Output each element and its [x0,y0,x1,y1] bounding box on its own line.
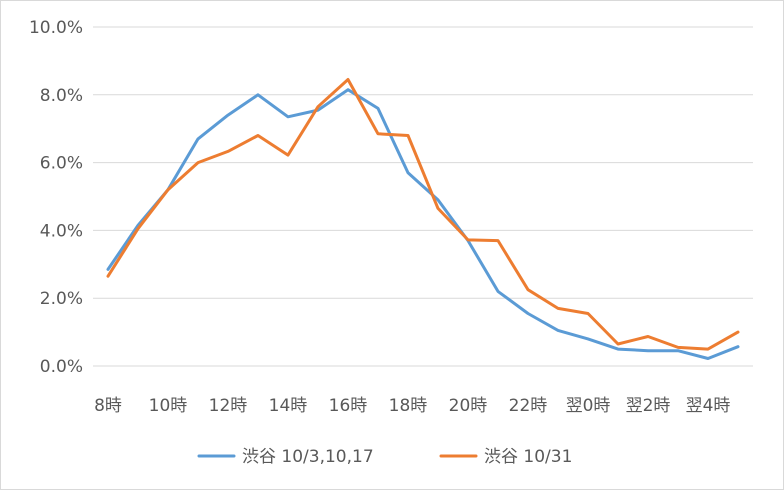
x-tick-label: 22時 [509,396,548,416]
series-lines [106,78,740,360]
series-line-0 [106,88,740,360]
y-tick-label: 0.0% [40,357,83,377]
x-tick-label: 20時 [449,396,488,416]
legend: 渋谷 10/3,10,17 渋谷 10/31 [197,447,572,467]
x-tick-label: 18時 [389,396,428,416]
x-tick-label: 12時 [209,396,248,416]
y-tick-label: 6.0% [40,154,83,174]
gridlines [93,26,753,367]
y-axis-tick-labels: 0.0% 2.0% 4.0% 6.0% 8.0% 10.0% [29,18,83,377]
x-tick-label: 8時 [94,396,122,416]
series-line-1 [106,78,740,351]
x-axis-tick-labels: 8時 10時 12時 14時 16時 18時 20時 22時 翌0時 翌2時 翌4時 [94,396,730,416]
x-tick-label: 14時 [269,396,308,416]
x-tick-label: 翌4時 [686,396,731,416]
x-tick-label: 翌2時 [626,396,671,416]
x-tick-label: 翌0時 [566,396,611,416]
y-tick-label: 2.0% [40,289,83,309]
y-tick-label: 4.0% [40,221,83,241]
legend-label: 渋谷 10/31 [484,447,572,467]
legend-label: 渋谷 10/3,10,17 [242,447,374,467]
y-tick-label: 10.0% [29,18,83,38]
y-tick-label: 8.0% [40,86,83,106]
x-tick-label: 10時 [149,396,188,416]
x-tick-label: 16時 [329,396,368,416]
